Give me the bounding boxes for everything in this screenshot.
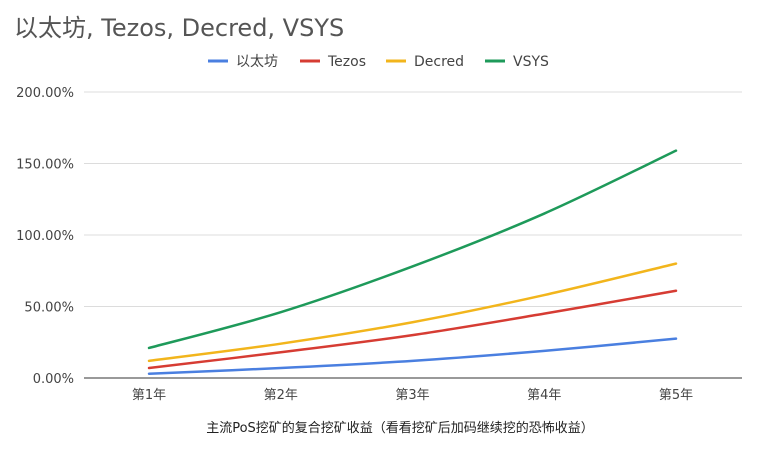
gridlines (84, 91, 742, 307)
x-axis-ticks: 第1年 第2年 第3年 第4年 第5年 (132, 388, 693, 403)
series-line (147, 262, 678, 363)
legend-label: 以太坊 (236, 54, 278, 70)
series-line (147, 149, 678, 350)
x-tick-label: 第2年 (264, 388, 298, 403)
x-tick-label: 第4年 (527, 388, 561, 403)
y-tick-label: 150.00% (16, 158, 74, 173)
legend-label: Tezos (327, 54, 366, 70)
series-lines (147, 149, 678, 375)
x-tick-label: 第5年 (659, 388, 693, 403)
chart-title: 以太坊, Tezos, Decred, VSYS (14, 14, 345, 42)
legend-label: Decred (414, 54, 464, 70)
series-line (147, 337, 678, 375)
series-line (147, 289, 678, 370)
y-axis-ticks: 0.00% 50.00% 100.00% 150.00% 200.00% (16, 86, 74, 387)
y-tick-label: 200.00% (16, 86, 74, 101)
y-tick-label: 100.00% (16, 229, 74, 244)
legend: 以太坊 Tezos Decred VSYS (208, 54, 549, 70)
legend-label: VSYS (513, 54, 549, 70)
x-axis-label: 主流PoS挖矿的复合挖矿收益（看看挖矿后加码继续挖的恐怖收益） (206, 420, 594, 436)
y-tick-label: 50.00% (24, 301, 74, 316)
x-tick-label: 第1年 (132, 388, 166, 403)
x-tick-label: 第3年 (395, 388, 429, 403)
y-tick-label: 0.00% (33, 372, 74, 387)
